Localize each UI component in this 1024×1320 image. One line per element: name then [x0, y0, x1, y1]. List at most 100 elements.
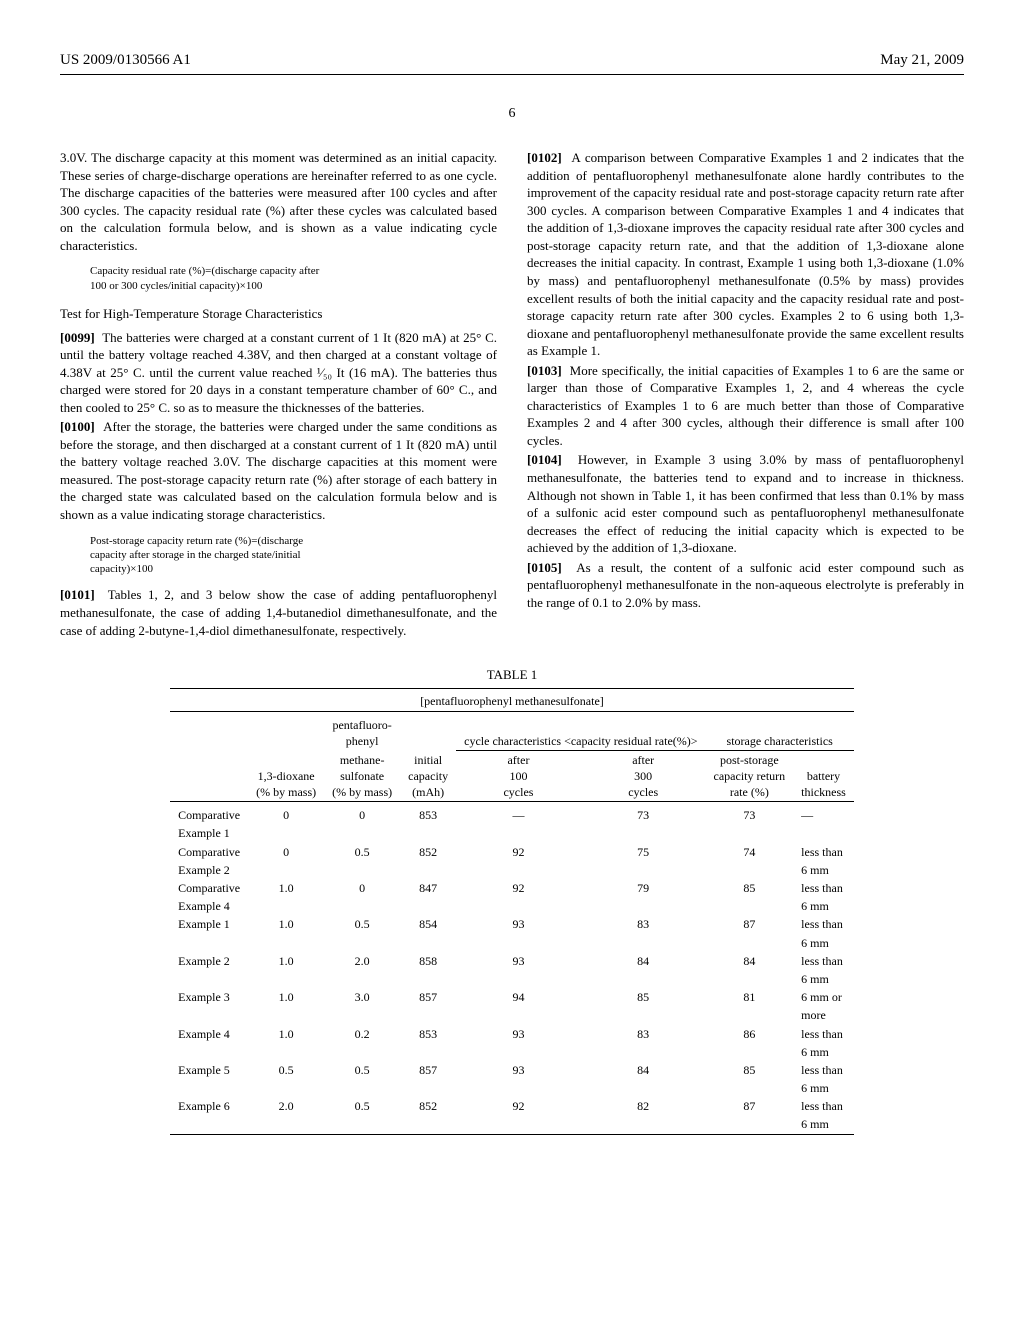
cell-capacity: 858 [400, 952, 456, 970]
row-name-cont [170, 1006, 248, 1024]
cell-after100: 93 [456, 1025, 581, 1043]
formula-1: Capacity residual rate (%)=(discharge ca… [90, 264, 497, 293]
table-row-cont: 6 mm [170, 970, 854, 988]
header-rule [60, 74, 964, 75]
table-1: [pentafluorophenyl methanesulfonate] pen… [170, 688, 854, 1135]
para-0103-text: More specifically, the initial capacitie… [527, 363, 964, 448]
cell-after100: 93 [456, 915, 581, 933]
formula-1-line1: Capacity residual rate (%)=(discharge ca… [90, 264, 497, 278]
cell-return: 86 [706, 1025, 794, 1043]
col-thickness: batterythickness [793, 750, 854, 802]
cell-thickness-cont: 6 mm [793, 1079, 854, 1097]
row-name: Comparative [170, 843, 248, 861]
para-num-0102: [0102] [527, 150, 562, 165]
cell-after300: 84 [581, 1061, 706, 1079]
para-0105: [0105] As a result, the content of a sul… [527, 559, 964, 612]
cell-return: 87 [706, 1097, 794, 1115]
table-caption-row: [pentafluorophenyl methanesulfonate] [170, 688, 854, 711]
cell-after300: 84 [581, 952, 706, 970]
col-cycle-group: cycle characteristics <capacity residual… [456, 716, 705, 750]
row-name-cont [170, 1079, 248, 1097]
table-row-cont: 6 mm [170, 1079, 854, 1097]
table-row: Example 50.50.5857938485less than [170, 1061, 854, 1079]
row-name-cont [170, 1043, 248, 1061]
cell-pfp: 0.2 [324, 1025, 400, 1043]
cell-thickness: less than [793, 843, 854, 861]
row-name: Comparative [170, 806, 248, 824]
para-0100: [0100] After the storage, the batteries … [60, 418, 497, 523]
table-row: Example 21.02.0858938484less than [170, 952, 854, 970]
table-row-cont: 6 mm [170, 1043, 854, 1061]
column-right: [0102] A comparison between Comparative … [527, 149, 964, 641]
cell-capacity: 854 [400, 915, 456, 933]
cell-after300: 83 [581, 1025, 706, 1043]
cell-thickness: 6 mm or [793, 988, 854, 1006]
cell-capacity: 857 [400, 988, 456, 1006]
table-row: Example 11.00.5854938387less than [170, 915, 854, 933]
para-0101: [0101] Tables 1, 2, and 3 below show the… [60, 586, 497, 639]
cell-after300: 73 [581, 806, 706, 824]
table-row-cont: 6 mm [170, 934, 854, 952]
text-columns: 3.0V. The discharge capacity at this mom… [60, 149, 964, 641]
table-row: Comparative00.5852927574less than [170, 843, 854, 861]
cell-return: 85 [706, 879, 794, 897]
table-row: Comparative00853—7373— [170, 806, 854, 824]
cell-return: 84 [706, 952, 794, 970]
cell-pfp: 0.5 [324, 915, 400, 933]
para-num-0103: [0103] [527, 363, 562, 378]
cell-after100: 92 [456, 879, 581, 897]
cell-thickness: less than [793, 879, 854, 897]
table-1-title: TABLE 1 [60, 666, 964, 684]
cell-return: 87 [706, 915, 794, 933]
cell-capacity: 847 [400, 879, 456, 897]
para-num-0101: [0101] [60, 587, 95, 602]
cell-thickness-cont: 6 mm [793, 897, 854, 915]
cell-thickness: less than [793, 952, 854, 970]
row-name: Example 2 [170, 952, 248, 970]
cell-capacity: 852 [400, 843, 456, 861]
cell-after100: 92 [456, 843, 581, 861]
formula-2: Post-storage capacity return rate (%)=(d… [90, 534, 497, 577]
cell-thickness-cont: 6 mm [793, 970, 854, 988]
cell-thickness-cont: 6 mm [793, 861, 854, 879]
para-0105-text: As a result, the content of a sulfonic a… [527, 560, 964, 610]
cell-after100: 94 [456, 988, 581, 1006]
para-num-0099: [0099] [60, 330, 95, 345]
row-name-cont: Example 1 [170, 824, 248, 842]
para-0102-text: A comparison between Comparative Example… [527, 150, 964, 358]
cell-thickness-cont: 6 mm [793, 1115, 854, 1134]
cell-pfp: 2.0 [324, 952, 400, 970]
col-after-100: after100cycles [456, 750, 581, 802]
table-row: Example 62.00.5852928287less than [170, 1097, 854, 1115]
cell-dioxane: 1.0 [248, 1025, 324, 1043]
cell-dioxane: 0.5 [248, 1061, 324, 1079]
col-storage-group: storage characteristics [706, 716, 854, 750]
cell-after300: 79 [581, 879, 706, 897]
cell-dioxane: 1.0 [248, 988, 324, 1006]
para-0099: [0099] The batteries were charged at a c… [60, 329, 497, 417]
table-row: Comparative1.00847927985less than [170, 879, 854, 897]
cell-thickness-cont: 6 mm [793, 1043, 854, 1061]
header-right: May 21, 2009 [880, 50, 964, 70]
cell-thickness: less than [793, 1061, 854, 1079]
cell-capacity: 852 [400, 1097, 456, 1115]
table-row-cont: Example 26 mm [170, 861, 854, 879]
table-row-cont: Example 1 [170, 824, 854, 842]
row-name-cont: Example 4 [170, 897, 248, 915]
cell-capacity: 857 [400, 1061, 456, 1079]
cell-capacity: 853 [400, 806, 456, 824]
row-name: Example 1 [170, 915, 248, 933]
cell-thickness-cont: 6 mm [793, 934, 854, 952]
col-after-300: after300cycles [581, 750, 706, 802]
row-name-cont [170, 970, 248, 988]
row-name-cont [170, 934, 248, 952]
para-num-0100: [0100] [60, 419, 95, 434]
para-0101-text: Tables 1, 2, and 3 below show the case o… [60, 587, 497, 637]
para-0103: [0103] More specifically, the initial ca… [527, 362, 964, 450]
row-name: Comparative [170, 879, 248, 897]
formula-2-line2: capacity after storage in the charged st… [90, 548, 497, 562]
page-header: US 2009/0130566 A1 May 21, 2009 [60, 50, 964, 70]
table-1-wrapper: TABLE 1 [pentafluorophenyl methanesulfon… [60, 666, 964, 1135]
table-caption: [pentafluorophenyl methanesulfonate] [170, 688, 854, 711]
cell-return: 73 [706, 806, 794, 824]
